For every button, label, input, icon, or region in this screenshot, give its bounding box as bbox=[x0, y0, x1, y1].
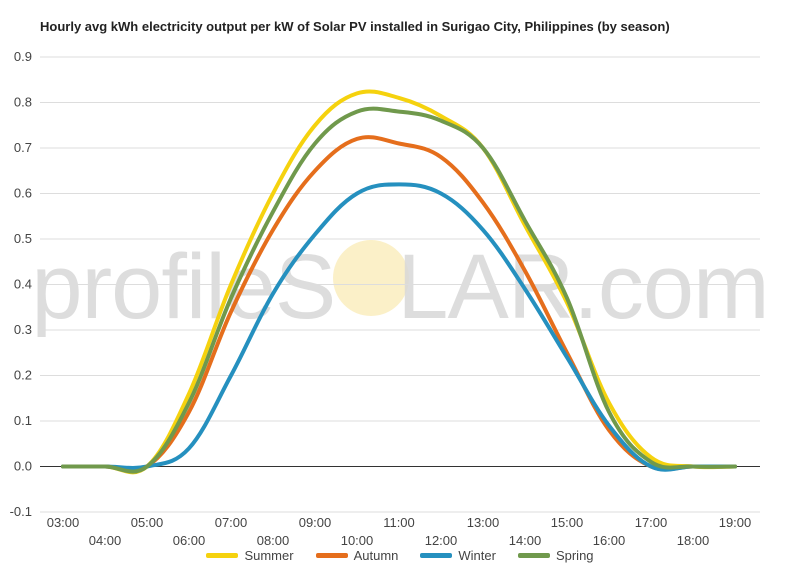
x-tick-label: 17:00 bbox=[635, 515, 668, 530]
series-line-autumn bbox=[61, 135, 737, 473]
series-line-summer bbox=[61, 89, 737, 475]
x-tick-label: 04:00 bbox=[89, 533, 122, 545]
y-tick-label: 0.9 bbox=[14, 49, 32, 64]
legend-label: Winter bbox=[458, 548, 496, 563]
y-axis-ticks: -0.1 0.0 0.1 0.2 0.3 0.4 0.5 0.6 0.7 0.8 0.9 bbox=[10, 49, 32, 519]
x-tick-label: 18:00 bbox=[677, 533, 710, 545]
x-tick-label: 11:00 bbox=[383, 515, 415, 530]
legend-item-autumn[interactable]: Autumn bbox=[315, 548, 399, 563]
y-tick-label: 0.3 bbox=[14, 322, 32, 337]
y-tick-label: 0.0 bbox=[14, 459, 32, 474]
legend-swatch bbox=[206, 553, 239, 558]
y-tick-label: -0.1 bbox=[10, 504, 32, 519]
y-tick-label: 0.5 bbox=[14, 231, 32, 246]
y-tick-label: 0.8 bbox=[14, 95, 32, 110]
y-tick-label: 0.7 bbox=[14, 140, 32, 155]
legend: Summer Autumn Winter Spring bbox=[0, 548, 800, 563]
x-tick-label: 10:00 bbox=[341, 533, 374, 545]
x-tick-label: 05:00 bbox=[131, 515, 164, 530]
x-tick-label: 13:00 bbox=[467, 515, 500, 530]
legend-label: Autumn bbox=[353, 548, 399, 563]
x-tick-label: 06:00 bbox=[173, 533, 206, 545]
x-tick-label: 08:00 bbox=[257, 533, 290, 545]
chart-title: Hourly avg kWh electricity output per kW… bbox=[40, 19, 670, 34]
legend-swatch bbox=[420, 553, 453, 558]
legend-label: Spring bbox=[555, 548, 594, 563]
watermark-sun-icon bbox=[333, 240, 409, 316]
x-axis-ticks: 03:00 04:00 05:00 06:00 07:00 08:00 09:00 10:00… bbox=[47, 515, 752, 545]
legend-swatch bbox=[315, 553, 348, 558]
y-tick-label: 0.6 bbox=[14, 186, 32, 201]
y-tick-label: 0.4 bbox=[14, 277, 32, 292]
series-line-winter bbox=[61, 182, 737, 472]
x-tick-label: 19:00 bbox=[719, 515, 752, 530]
watermark: profileS LAR.com bbox=[0, 235, 800, 340]
gridlines bbox=[40, 56, 760, 513]
y-tick-label: 0.1 bbox=[14, 413, 32, 428]
y-tick-label: 0.2 bbox=[14, 368, 32, 383]
watermark-brand-right: LAR.com bbox=[397, 236, 769, 338]
legend-item-winter[interactable]: Winter bbox=[420, 548, 496, 563]
x-tick-label: 03:00 bbox=[47, 515, 80, 530]
line-chart: -0.1 0.0 0.1 0.2 0.3 0.4 0.5 0.6 0.7 0.8 0.9 03:00… bbox=[10, 49, 760, 545]
series-lines bbox=[61, 89, 737, 475]
legend-swatch bbox=[517, 553, 550, 558]
x-tick-label: 07:00 bbox=[215, 515, 248, 530]
legend-label: Summer bbox=[244, 548, 294, 563]
series-line-spring bbox=[61, 106, 737, 474]
x-tick-label: 09:00 bbox=[299, 515, 332, 530]
x-tick-label: 15:00 bbox=[551, 515, 584, 530]
x-tick-label: 14:00 bbox=[509, 533, 542, 545]
legend-item-spring[interactable]: Spring bbox=[517, 548, 594, 563]
watermark-brand-left: profileS bbox=[31, 236, 336, 338]
x-tick-label: 12:00 bbox=[425, 533, 458, 545]
legend-item-summer[interactable]: Summer bbox=[206, 548, 294, 563]
x-tick-label: 16:00 bbox=[593, 533, 626, 545]
